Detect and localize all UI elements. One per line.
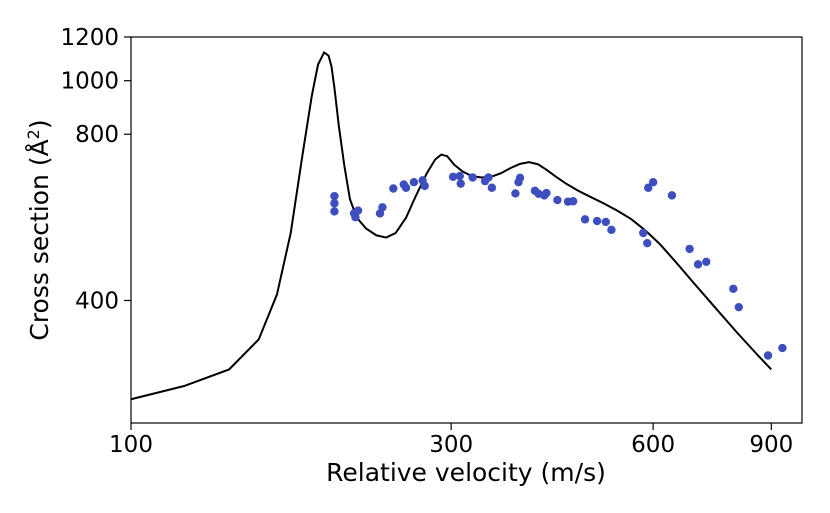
experiment-point <box>401 183 411 192</box>
experiment-point <box>778 343 787 353</box>
y-tick-label: 1000 <box>60 69 119 95</box>
experiment-point <box>601 217 610 227</box>
x-tick-label: 600 <box>631 432 675 458</box>
experiment-point <box>330 199 339 208</box>
y-axis-label-exponent: 2 <box>24 129 43 139</box>
experiment-point <box>330 191 339 201</box>
experiment-point <box>455 171 464 181</box>
experiment-point <box>643 238 652 248</box>
experiment-point <box>511 189 520 198</box>
x-tick-label: 300 <box>429 432 473 458</box>
y-tick-label: 1200 <box>60 25 119 51</box>
experiment-point <box>568 197 578 206</box>
experiment-point <box>378 203 387 212</box>
experiment-point <box>667 191 677 200</box>
experiment-point <box>487 183 497 192</box>
experiment-point <box>409 178 419 187</box>
experiment-point <box>580 215 590 224</box>
experiment-point <box>553 195 562 205</box>
experiment-point <box>648 178 658 187</box>
x-tick-label: 100 <box>109 432 153 458</box>
y-axis-label: Cross section (Å2) <box>24 119 54 340</box>
experiment-point <box>456 179 465 188</box>
experiment-point <box>484 173 493 182</box>
x-axis-label: Relative velocity (m/s) <box>326 458 606 487</box>
y-tick-label: 800 <box>75 122 119 148</box>
experiment-point <box>351 213 360 222</box>
experiment-point <box>542 188 551 198</box>
experiment-point <box>515 173 525 183</box>
axis-ticks <box>124 36 772 430</box>
experiment-point <box>330 207 339 216</box>
experiment-point <box>693 260 703 269</box>
y-axis-label-unit: Å <box>25 139 54 156</box>
experiment-point <box>763 351 773 360</box>
theory-curve <box>130 50 773 401</box>
experiment-point <box>639 228 648 238</box>
experiment-point <box>644 183 653 192</box>
axis-tick-labels: 100 300 600 900 400 800 1000 1200 <box>60 25 793 458</box>
experiment-points <box>330 171 787 360</box>
y-tick-label: 400 <box>75 288 119 314</box>
experiment-point <box>607 225 616 235</box>
experiment-point <box>468 173 477 182</box>
experiment-point <box>685 244 694 254</box>
y-axis-label-text: Cross section ( <box>25 156 54 340</box>
experiment-point <box>702 257 711 267</box>
experiment-point <box>592 216 602 226</box>
experiment-point <box>734 302 743 312</box>
experiment-point <box>729 284 738 293</box>
experiment-point <box>353 206 363 215</box>
experiment-point <box>420 181 429 191</box>
y-axis-label-close: ) <box>25 119 54 129</box>
experiment-point <box>448 172 458 181</box>
x-tick-label: 900 <box>749 432 793 458</box>
experiment-point <box>389 184 398 193</box>
plot-frame <box>130 36 803 424</box>
